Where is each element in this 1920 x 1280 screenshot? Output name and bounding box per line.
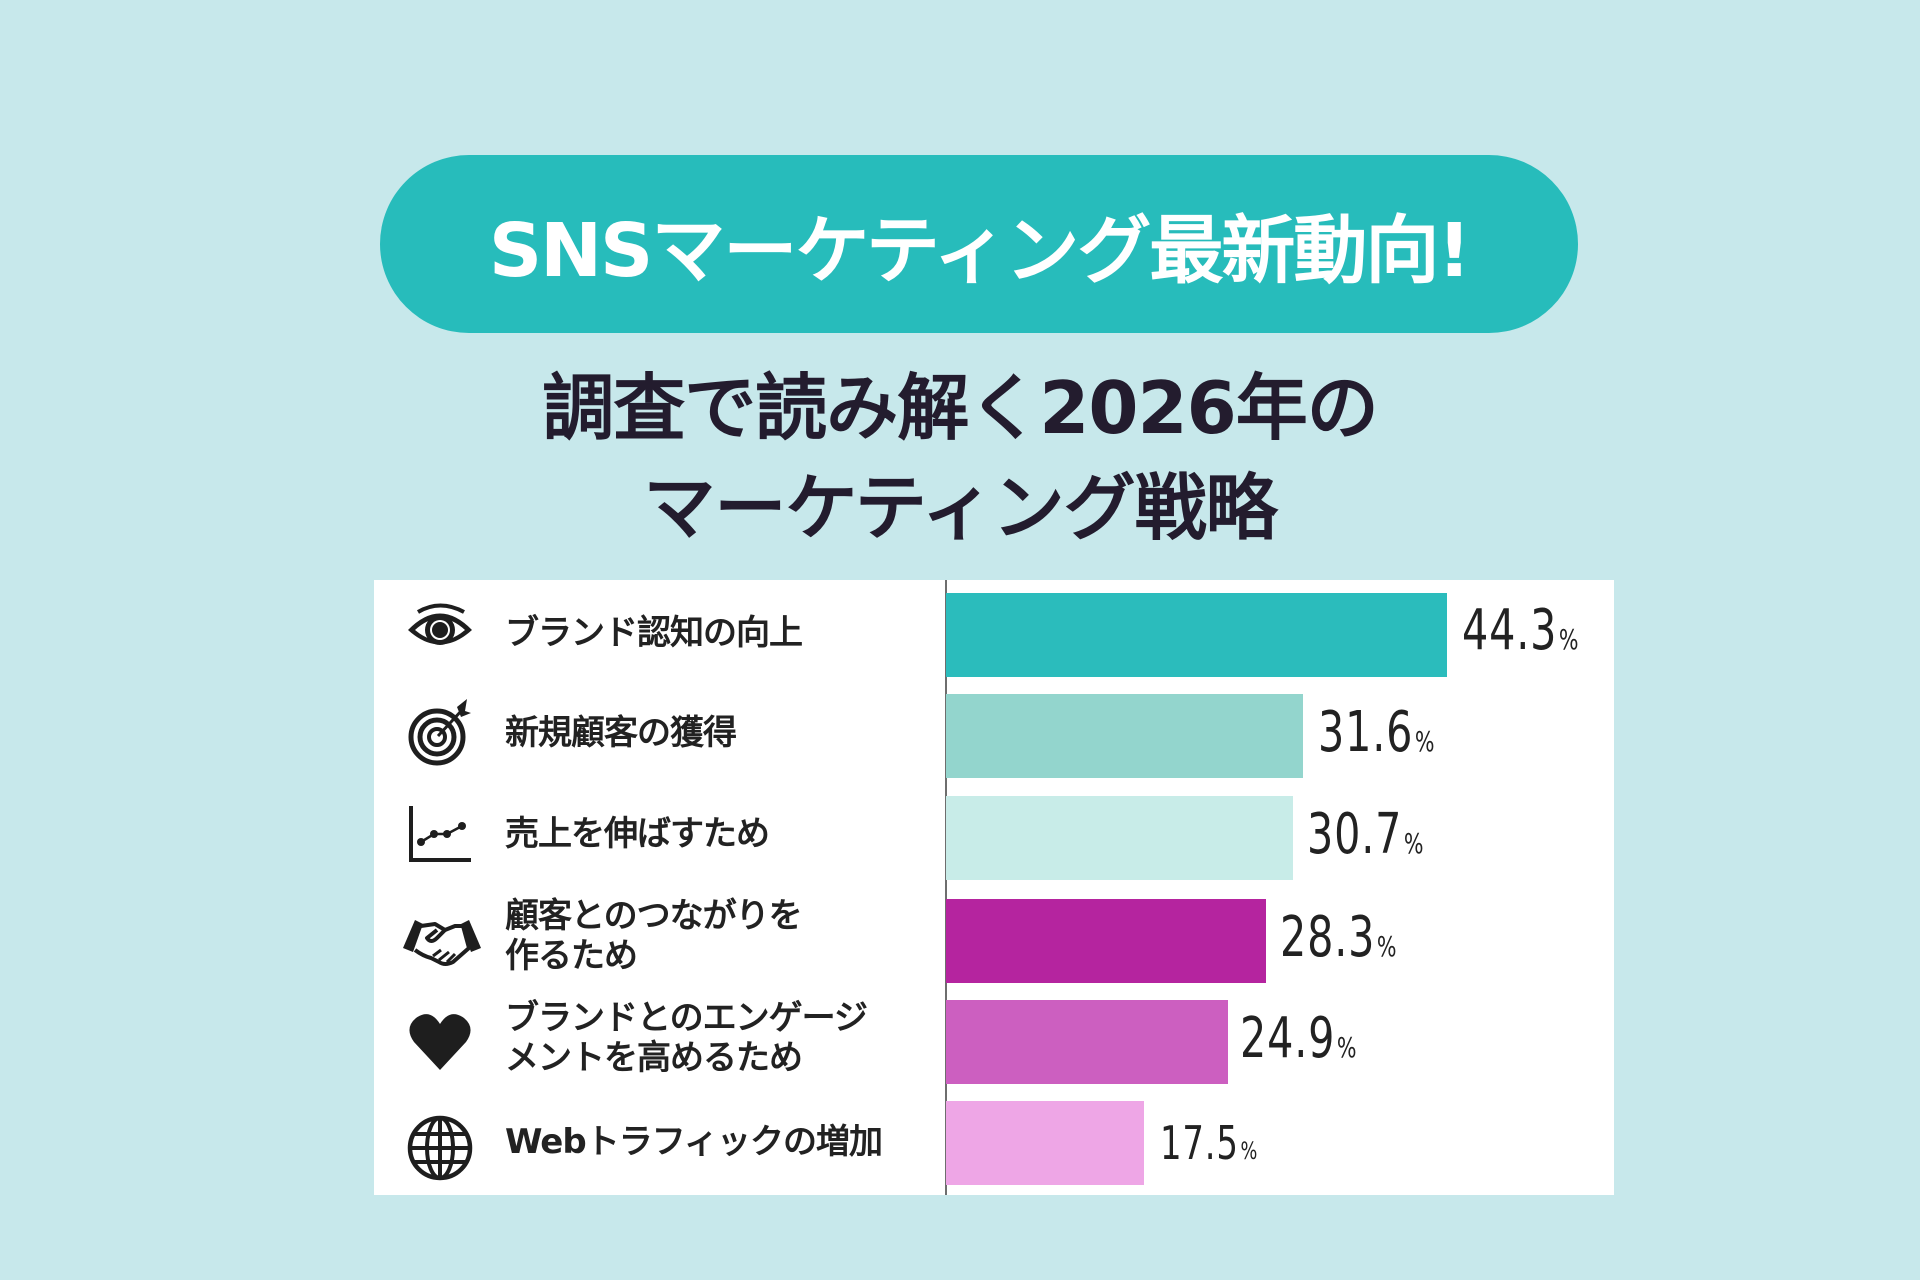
handshake-icon	[400, 902, 484, 978]
heart-icon	[402, 1004, 478, 1080]
value-label: 28.3%	[1280, 905, 1397, 970]
subtitle-line-1: 調査で読み解く2026年の	[542, 366, 1378, 450]
value-label: 44.3%	[1462, 598, 1579, 663]
row-label: 新規顧客の獲得	[505, 713, 737, 753]
globe-icon	[402, 1110, 478, 1186]
value-label: 24.9%	[1240, 1006, 1357, 1071]
row-label: ブランド認知の向上	[505, 613, 803, 653]
page-subtitle: 調査で読み解く2026年の マーケティング戦略	[0, 358, 1920, 558]
line-chart-icon	[402, 796, 478, 872]
value-label: 31.6%	[1318, 700, 1435, 765]
badge-title: SNSマーケティング最新動向!	[488, 207, 1471, 294]
value-label: 17.5%	[1160, 1116, 1258, 1170]
subtitle-line-2: マーケティング戦略	[643, 466, 1277, 550]
row-label-line-1: 顧客とのつながりを	[505, 896, 803, 936]
row-label-line-2: 作るため	[505, 936, 638, 976]
chart-row: 顧客とのつながりを 作るため 28.3%	[374, 886, 1614, 988]
bar	[946, 1101, 1144, 1185]
chart-row: 新規顧客の獲得 31.6%	[374, 682, 1614, 784]
title-badge: SNSマーケティング最新動向!	[380, 155, 1578, 333]
value-label: 30.7%	[1307, 802, 1424, 867]
row-label: 顧客とのつながりを 作るため	[505, 896, 803, 976]
row-label: Webトラフィックの増加	[505, 1122, 883, 1162]
bar-chart-panel: ブランド認知の向上 44.3% 新規顧客の獲得 31.6%	[374, 580, 1614, 1195]
bar	[946, 694, 1303, 778]
chart-row: ブランド認知の向上 44.3%	[374, 580, 1614, 682]
target-icon	[402, 694, 478, 770]
eye-icon	[402, 590, 478, 666]
y-axis-line	[945, 580, 947, 1195]
bar	[946, 593, 1447, 677]
chart-row: 売上を伸ばすため 30.7%	[374, 784, 1614, 886]
chart-row: Webトラフィックの増加 17.5%	[374, 1090, 1614, 1192]
bar	[946, 899, 1266, 983]
bar	[946, 796, 1293, 880]
row-label: ブランドとのエンゲージ メントを高めるため	[505, 998, 868, 1078]
bar	[946, 1000, 1228, 1084]
row-label: 売上を伸ばすため	[505, 814, 770, 854]
chart-row: ブランドとのエンゲージ メントを高めるため 24.9%	[374, 988, 1614, 1090]
row-label-line-2: メントを高めるため	[505, 1038, 803, 1078]
row-label-line-1: ブランドとのエンゲージ	[505, 998, 868, 1038]
